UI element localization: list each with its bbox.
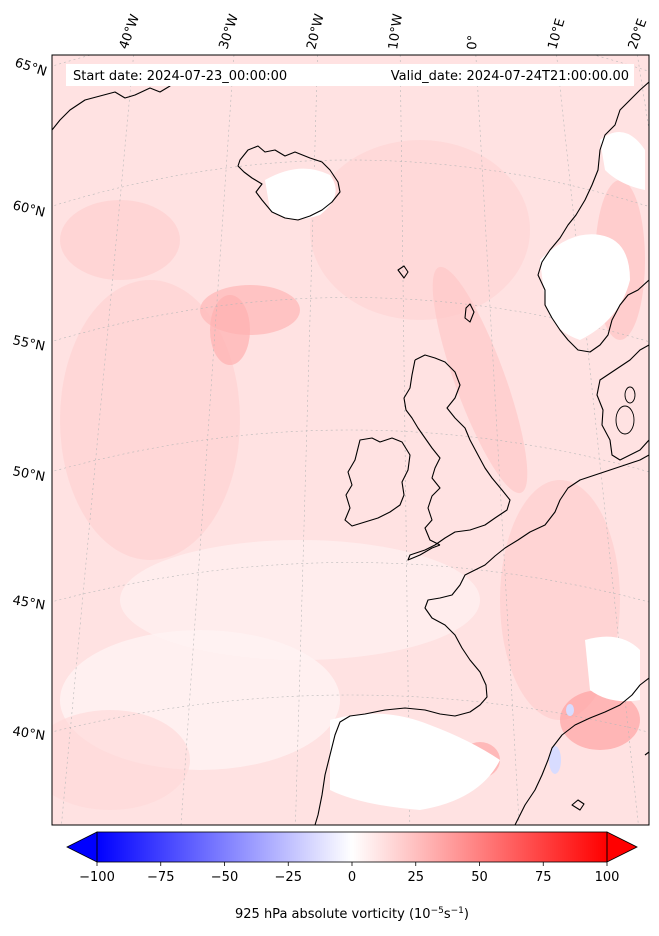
corsica-island <box>644 751 649 756</box>
sweden-denmark-coast <box>596 344 649 461</box>
wales-coast <box>403 359 441 546</box>
colorbar-max-extension <box>606 831 638 863</box>
colorbar-label-mid: s <box>444 907 451 922</box>
colorbar-tick-label: −75 <box>147 870 174 885</box>
colorbar-min-extension <box>66 831 98 863</box>
map-panel <box>52 55 649 825</box>
iberia-east-coast <box>514 677 649 825</box>
lon-label-40w: 40°W <box>117 12 143 51</box>
lat-label-55n: 55°N <box>11 333 46 354</box>
colorbar-tick-label: −50 <box>211 870 238 885</box>
valid-date-text: Valid_date: 2024-07-24T21:00:00.00 <box>391 69 629 84</box>
colorbar: −100 −75 −50 −25 0 25 50 75 100 925 hPa absolute… <box>66 831 638 922</box>
header-strip <box>66 64 634 86</box>
lon-label-0: 0° <box>465 34 481 50</box>
great-britain-coast <box>407 354 511 561</box>
lon-label-20w: 20°W <box>304 12 327 51</box>
colorbar-tick-label: 25 <box>407 870 424 885</box>
balearic-island <box>571 799 585 811</box>
colorbar-ticks: −100 −75 −50 −25 0 25 50 75 100 <box>79 862 619 885</box>
map-frame <box>51 54 650 826</box>
europe-coast <box>314 454 649 825</box>
lon-label-10w: 10°W <box>386 13 406 51</box>
lon-label-10e: 10°E <box>545 17 568 51</box>
vorticity-field-patches <box>52 140 645 810</box>
colorbar-label: 925 hPa absolute vorticity (10−5s−1) <box>235 906 469 922</box>
ireland-coast <box>344 437 411 527</box>
colorbar-tick-label: 50 <box>471 870 488 885</box>
colorbar-tick-label: 75 <box>535 870 552 885</box>
faroe-islands <box>397 265 409 279</box>
greenland-coast <box>52 77 176 131</box>
lon-label-20e: 20°E <box>626 17 651 52</box>
coastlines <box>52 77 649 825</box>
lat-label-45n: 45°N <box>11 593 46 613</box>
scandinavia-coast <box>537 81 649 353</box>
lat-label-40n: 40°N <box>11 724 46 744</box>
lakes <box>615 386 636 435</box>
colorbar-gradient <box>97 832 607 862</box>
colorbar-tick-label: 0 <box>348 870 356 885</box>
colorbar-tick-label: 100 <box>595 870 620 885</box>
colorbar-label-end: ) <box>464 907 469 922</box>
low-vorticity-areas <box>265 132 645 810</box>
colorbar-label-sup2: −1 <box>451 906 464 916</box>
lat-label-50n: 50°N <box>11 464 46 485</box>
lon-label-30w: 30°W <box>217 12 242 51</box>
negative-vorticity-spots <box>549 704 574 774</box>
start-date-text: Start date: 2024-07-23_00:00:00 <box>73 69 287 84</box>
shetland-islands <box>464 303 475 323</box>
lat-label-65n: 65°N <box>13 56 49 80</box>
iceland-coast <box>237 145 341 221</box>
lat-label-60n: 60°N <box>11 198 46 220</box>
latitude-labels: 65°N 60°N 55°N 50°N 45°N 40°N <box>11 56 49 745</box>
longitude-labels: 40°W 30°W 20°W 10°W 0° 10°E 20°E <box>117 12 651 51</box>
colorbar-label-sup1: −5 <box>431 906 444 916</box>
lat-lon-gridlines <box>52 55 649 825</box>
colorbar-tick-label: −25 <box>275 870 302 885</box>
colorbar-tick-label: −100 <box>79 870 115 885</box>
colorbar-label-main: 925 hPa absolute vorticity (10 <box>235 907 431 922</box>
